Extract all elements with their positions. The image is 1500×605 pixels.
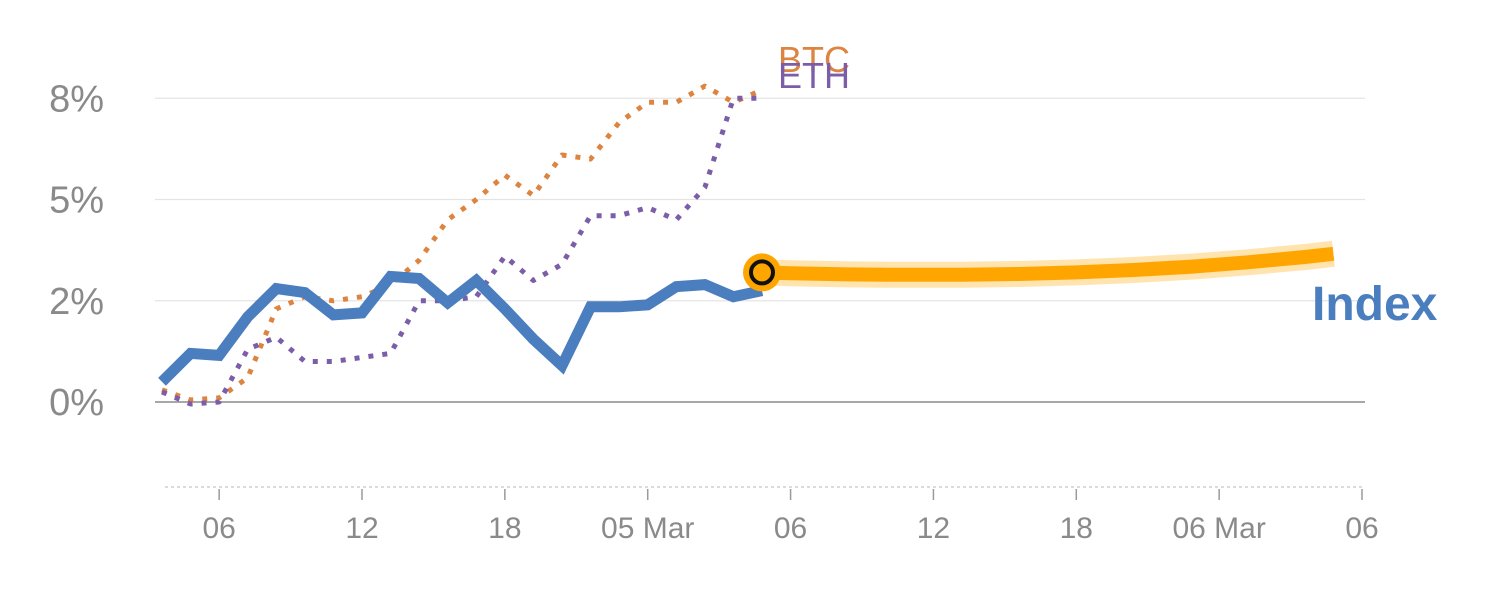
y-axis: 0% 2% 5% 8% (49, 78, 104, 424)
y-tick-label: 2% (49, 281, 104, 323)
series-line-forecast (761, 246, 1335, 282)
series-label-index: Index (1312, 278, 1438, 331)
grid-layer (155, 97, 1365, 403)
current-point-marker (749, 259, 775, 286)
y-tick-label: 0% (49, 382, 104, 424)
y-tick-label: 5% (49, 180, 104, 222)
x-tick-label: 06 Mar (1172, 512, 1265, 545)
x-tick-label: 06 (1345, 512, 1378, 545)
x-tick-label: 18 (488, 512, 521, 545)
series-line-index (158, 270, 764, 386)
series-line-btc (161, 83, 763, 403)
x-tick-label: 05 Mar (601, 512, 694, 545)
series-label-btc: BTC (778, 39, 850, 80)
x-tick-label: 12 (345, 512, 378, 545)
x-tick-label: 18 (1060, 512, 1093, 545)
y-tick-label: 8% (49, 78, 104, 120)
x-tick-label: 06 (774, 512, 807, 545)
x-tick-label: 06 (202, 512, 235, 545)
series-layer (158, 83, 1335, 407)
series-line-eth (161, 95, 762, 407)
x-axis: 06 12 18 05 Mar 06 12 18 06 Mar 06 (165, 486, 1379, 545)
series-labels: BTC ETH Index (778, 39, 1438, 331)
x-tick-label: 12 (917, 512, 950, 545)
series-label-eth: ETH (778, 55, 850, 96)
